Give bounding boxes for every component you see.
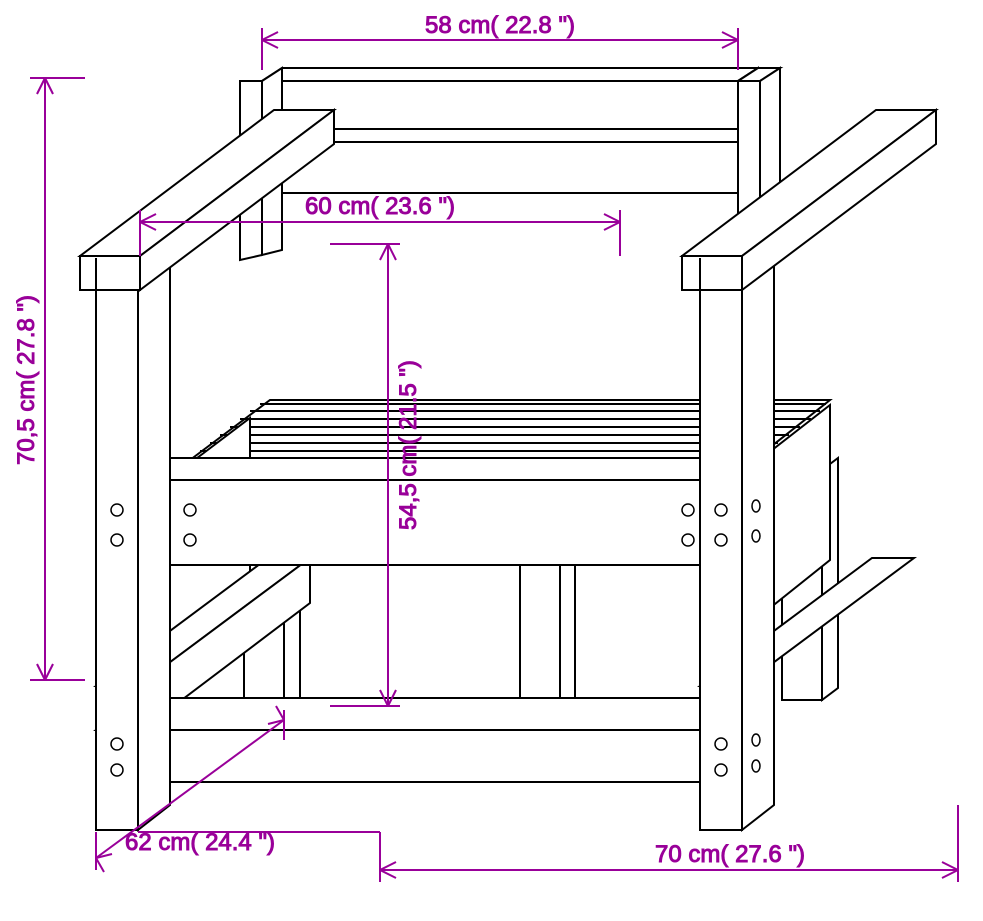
screw [111,764,123,776]
dim-arm-width-label: 60 cm( 23.6 ") [305,193,455,220]
dim-depth-label: 62 cm( 24.4 ") [125,829,275,856]
screw [715,534,727,546]
front-apron-front [140,480,735,565]
screw [111,738,123,750]
left-arm-front [80,256,140,290]
dim-total-height-label: 70,5 cm( 27.8 ") [13,295,40,465]
front-apron-top [140,458,762,480]
rear-center-leg-side [560,548,575,715]
screw [184,534,196,546]
screw [715,764,727,776]
screw [715,738,727,750]
screw [682,534,694,546]
dim-width-label: 70 cm( 27.6 ") [655,841,805,868]
screw [715,504,727,516]
dim-total-height: 70,5 cm( 27.8 ") [13,78,85,680]
dim-arm-height-label: 54,5 cm( 21.5 ") [395,360,422,530]
chair-drawing [80,68,936,830]
dim-top-width: 58 cm( 22.8 ") [262,12,738,70]
backrest-second-rail-front [262,142,738,193]
dim-top-width-label: 58 cm( 22.8 ") [425,12,575,39]
backrest-top-rail-top [262,68,758,81]
screw [184,504,196,516]
screw [752,500,760,512]
right-arm-front [682,256,742,290]
front-left-leg-side [138,233,170,830]
screw [752,760,760,772]
screw [752,530,760,542]
screw [111,504,123,516]
front-bottom-rail-front [96,730,700,782]
backrest-second-rail-top [262,129,758,142]
screw [111,534,123,546]
screw [682,504,694,516]
front-bottom-rail-top [96,698,742,730]
screw [752,734,760,746]
rear-center-leg [520,560,560,715]
